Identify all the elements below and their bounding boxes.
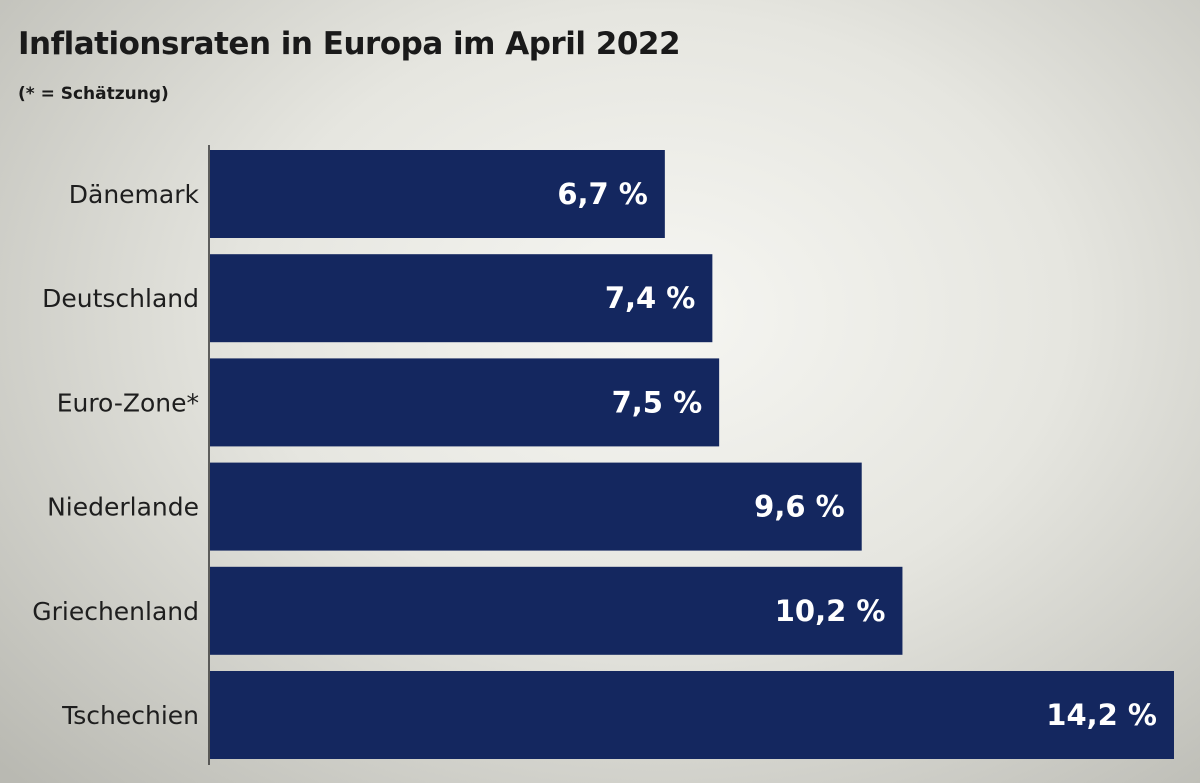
bar-4 — [210, 566, 903, 655]
value-label: 7,5 % — [612, 385, 703, 419]
category-label: Euro-Zone* — [57, 388, 199, 417]
chart-title: Inflationsraten in Europa im April 2022 — [18, 26, 681, 62]
category-label: Griechenland — [32, 597, 199, 626]
category-label: Dänemark — [69, 180, 200, 209]
bar-2 — [210, 358, 720, 447]
value-label: 7,4 % — [605, 281, 696, 315]
bar-1 — [210, 254, 713, 343]
value-label: 10,2 % — [775, 594, 886, 628]
chart-subtitle: (* = Schätzung) — [18, 84, 169, 104]
category-label: Tschechien — [61, 701, 199, 730]
category-label: Deutschland — [42, 284, 199, 313]
bar-5 — [210, 671, 1174, 759]
value-label: 6,7 % — [557, 177, 648, 211]
value-label: 9,6 % — [754, 490, 845, 524]
category-label: Niederlande — [47, 493, 199, 522]
bar-3 — [210, 462, 862, 551]
bar-0 — [210, 150, 665, 238]
value-label: 14,2 % — [1046, 698, 1157, 732]
